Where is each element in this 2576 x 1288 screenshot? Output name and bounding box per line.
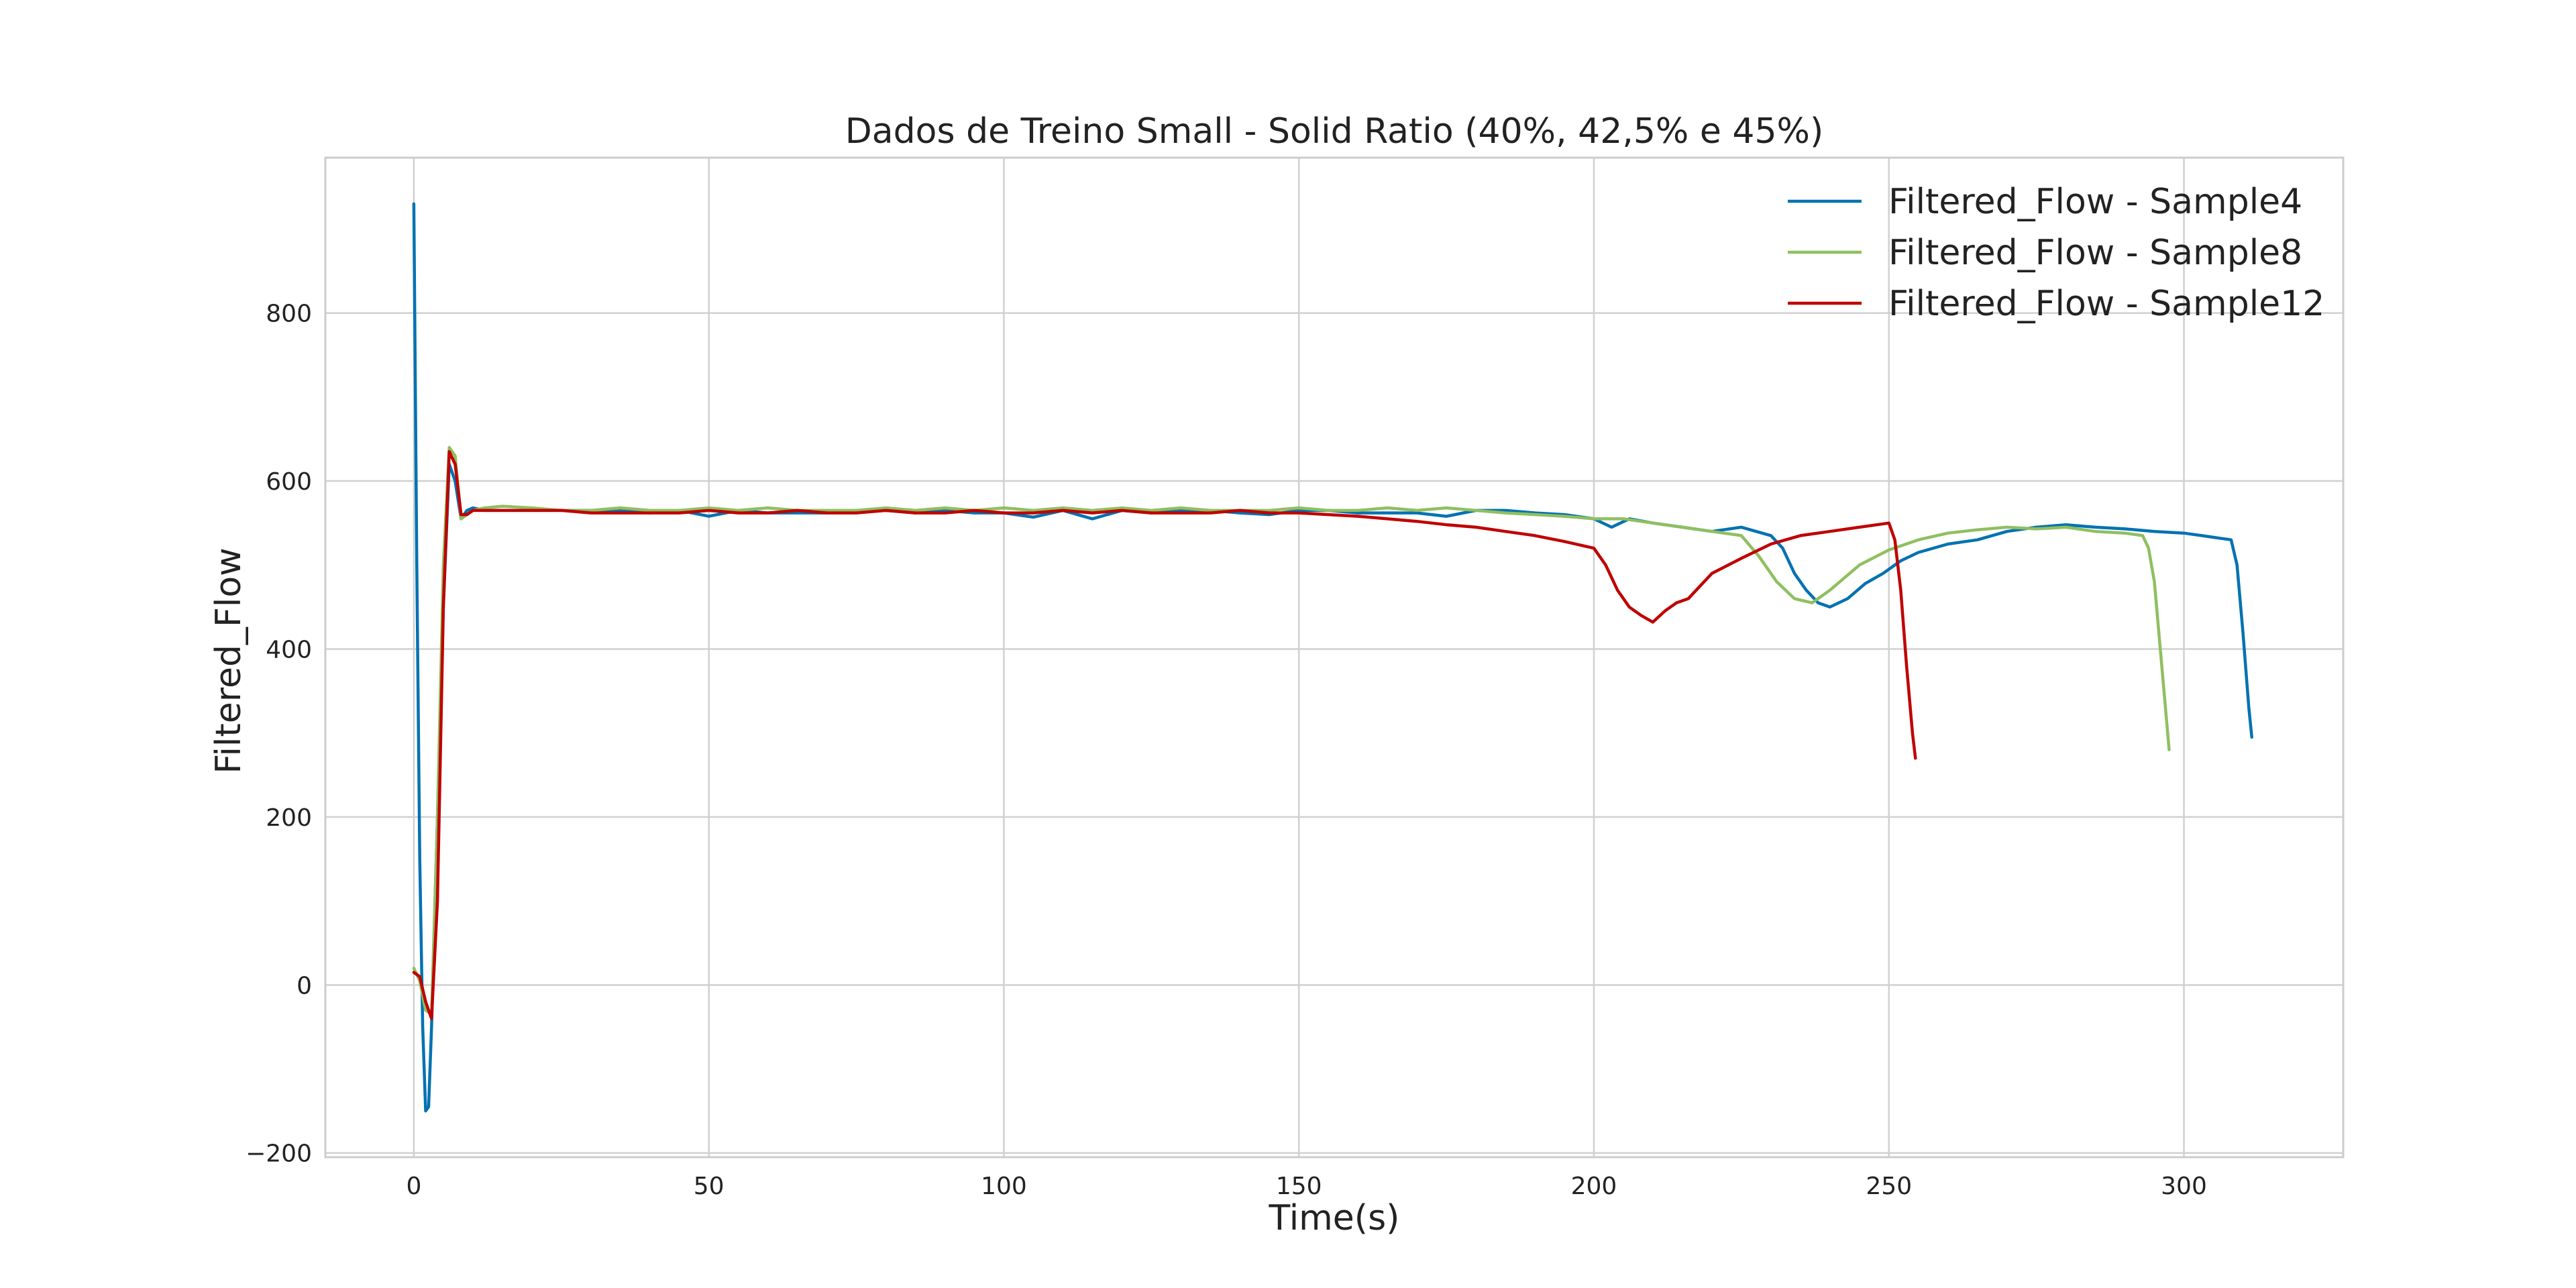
x-tick-label: 100 — [981, 1173, 1027, 1200]
series-line-3 — [412, 449, 1917, 1020]
series-line-2 — [412, 445, 2171, 1016]
x-tick-label: 300 — [2161, 1173, 2207, 1200]
x-axis-label: Time(s) — [1269, 1198, 1400, 1238]
y-tick-label: 0 — [297, 972, 312, 1000]
x-tick-label: 50 — [694, 1173, 724, 1200]
legend-label-1: Filtered_Flow - Sample4 — [1888, 182, 2302, 222]
y-tick-label: 400 — [266, 636, 312, 663]
y-axis-label: Filtered_Flow — [209, 547, 249, 773]
x-tick-label: 0 — [406, 1173, 421, 1200]
plot-frame — [324, 156, 2345, 1159]
y-tick-label: 800 — [266, 301, 312, 328]
y-tick-label: 600 — [266, 468, 312, 496]
x-tick-label: 250 — [1866, 1173, 1912, 1200]
y-tick-label: 200 — [266, 804, 312, 832]
legend-label-3: Filtered_Flow - Sample12 — [1888, 284, 2324, 324]
x-tick-label: 200 — [1571, 1173, 1617, 1200]
x-tick-label: 150 — [1276, 1173, 1322, 1200]
legend: Filtered_Flow - Sample4 Filtered_Flow - S… — [1788, 182, 2324, 324]
tick-labels: 0 50 100 150 200 250 300 −200 0 200 400 600 800 — [246, 301, 2207, 1200]
series-layer — [412, 202, 2253, 1113]
grid — [325, 158, 2343, 1157]
series-line-1 — [412, 202, 2253, 1113]
chart-title: Dados de Treino Small - Solid Ratio (40%… — [845, 111, 1824, 152]
y-tick-label: −200 — [246, 1140, 312, 1168]
legend-label-2: Filtered_Flow - Sample8 — [1888, 233, 2302, 273]
